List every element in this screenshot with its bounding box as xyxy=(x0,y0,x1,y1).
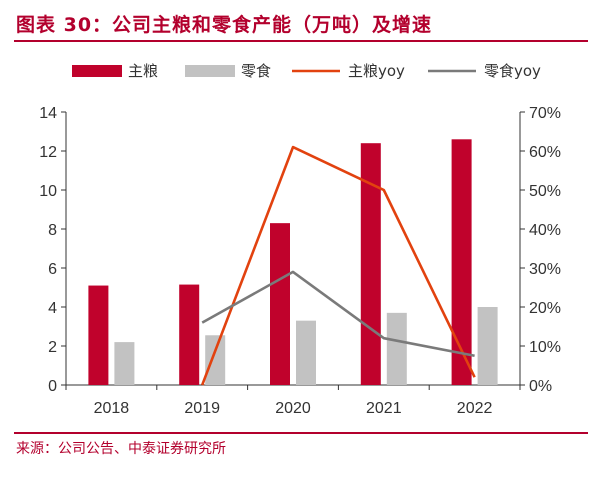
left-tick-label: 6 xyxy=(48,261,57,278)
source-divider xyxy=(14,432,588,434)
legend-snack-swatch xyxy=(185,65,235,77)
lines xyxy=(200,145,476,386)
left-tick-label: 2 xyxy=(48,339,57,356)
staple-bar xyxy=(451,139,472,385)
x-tick-label: 2018 xyxy=(94,400,130,417)
left-tick-label: 12 xyxy=(39,144,57,161)
legend-staple-yoy-label: 主粮yoy xyxy=(348,62,405,80)
chart-title: 图表 30：公司主粮和零食产能（万吨）及增速 xyxy=(16,14,433,36)
legend-staple-label: 主粮 xyxy=(128,62,158,80)
right-tick-label: 70% xyxy=(529,105,561,122)
snack-bar xyxy=(114,342,135,385)
legend: 主粮 零食 主粮yoy 零食yoy xyxy=(72,62,541,80)
left-tick-label: 4 xyxy=(48,300,57,317)
left-tick-label: 14 xyxy=(39,105,57,122)
left-tick-label: 10 xyxy=(39,183,57,200)
left-tick-label: 0 xyxy=(48,378,57,395)
right-tick-label: 20% xyxy=(529,300,561,317)
legend-snack-yoy-label: 零食yoy xyxy=(484,62,541,80)
legend-staple-swatch xyxy=(72,65,122,77)
right-tick-label: 10% xyxy=(529,339,561,356)
right-tick-label: 60% xyxy=(529,144,561,161)
x-tick-label: 2020 xyxy=(275,400,311,417)
snack-yoy-line xyxy=(201,270,475,358)
snack-bar xyxy=(386,312,407,385)
bars xyxy=(88,139,498,385)
x-tick-label: 2021 xyxy=(366,400,402,417)
right-tick-label: 40% xyxy=(529,222,561,239)
legend-snack-label: 零食 xyxy=(241,62,271,80)
axes: 0 2 4 6 8 10 12 14 0% 10% 20% 30% 40% 50% 60% 70% 2018 20… xyxy=(39,105,561,417)
snack-bar xyxy=(205,335,226,385)
right-tick-label: 50% xyxy=(529,183,561,200)
snack-bar xyxy=(296,320,316,385)
left-tick-label: 8 xyxy=(48,222,57,239)
title-divider xyxy=(14,40,588,42)
source-note: 来源：公司公告、中泰证券研究所 xyxy=(16,441,226,457)
staple-bar xyxy=(270,223,290,385)
staple-bar xyxy=(88,285,109,385)
snack-bar xyxy=(477,307,498,385)
staple-bar xyxy=(179,284,200,385)
x-tick-label: 2019 xyxy=(184,400,220,417)
right-tick-label: 0% xyxy=(529,378,552,395)
staple-yoy-line xyxy=(200,145,476,386)
x-tick-label: 2022 xyxy=(457,400,493,417)
right-tick-label: 30% xyxy=(529,261,561,278)
chart: 主粮 零食 主粮yoy 零食yoy 0 2 4 6 8 10 12 14 0% 10% 20% 30% 40%… xyxy=(39,62,561,417)
